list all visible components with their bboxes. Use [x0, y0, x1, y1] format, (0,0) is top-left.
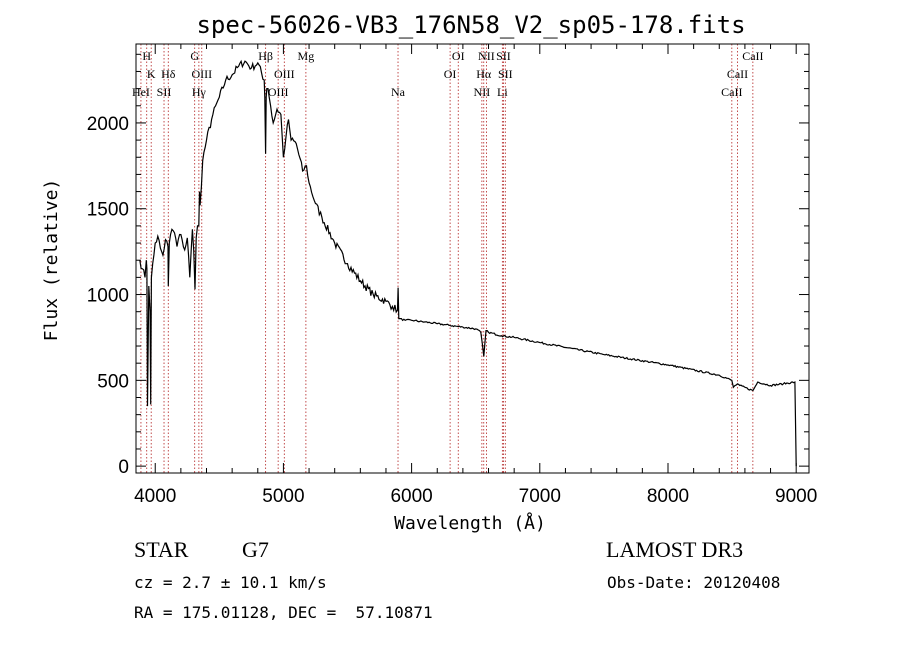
plot-frame [135, 43, 810, 474]
spectral-line-label-2: HeI [132, 85, 150, 99]
spectral-line-label-6: OIII [191, 67, 212, 81]
axis-ticks [136, 44, 809, 473]
x-tick-label-4000: 4000 [134, 486, 176, 507]
y-tick-label-500: 500 [97, 371, 129, 392]
spectral-line-label-23: CaII [742, 49, 763, 63]
ra-dec-coordinates: RA = 175.01128, DEC = 57.10871 [134, 603, 433, 622]
x-tick-label-5000: 5000 [262, 486, 304, 507]
spectral-line-label-3: SII [157, 85, 172, 99]
spectral-line-label-0: H [142, 49, 151, 63]
x-axis-label: Wavelength (Å) [394, 512, 546, 534]
object-subclass: G7 [242, 537, 269, 562]
spectral-line-label-17: NII [478, 49, 495, 63]
spectral-line-label-11: Mg [298, 49, 315, 63]
x-tick-label-8000: 8000 [647, 486, 689, 507]
spectral-line-label-9: OIII [268, 85, 289, 99]
spectral-line-label-22: CaII [727, 67, 748, 81]
spectral-line-label-13: OI [444, 67, 457, 81]
spectral-line-label-7: Hγ [192, 85, 207, 99]
spectral-line-label-1: K [147, 67, 156, 81]
y-tick-label-2000: 2000 [87, 114, 129, 135]
spectral-line-label-14: OI [452, 49, 465, 63]
object-class: STAR [134, 537, 189, 562]
spectral-line-label-5: G [190, 49, 199, 63]
y-tick-label-1500: 1500 [87, 200, 129, 221]
spectral-line-label-15: NII [474, 85, 491, 99]
spectral-line-label-16: Hα [476, 67, 492, 81]
spectral-line-label-20: SII [498, 67, 513, 81]
x-tick-label-6000: 6000 [390, 486, 432, 507]
spectral-line-label-10: OIII [274, 67, 295, 81]
survey-name: LAMOST DR3 [606, 537, 744, 562]
y-tick-label-0: 0 [118, 457, 129, 478]
redshift-cz: cz = 2.7 ± 10.1 km/s [134, 573, 327, 592]
x-tick-label-9000: 9000 [775, 486, 817, 507]
spectral-line-label-12: Na [391, 85, 406, 99]
observation-date: Obs-Date: 20120408 [607, 573, 781, 592]
spectrum-series-line [139, 59, 797, 467]
spectral-line-label-8: Hβ [258, 49, 273, 63]
spectral-line-label-4: Hδ [161, 67, 176, 81]
axis-tick-labels: 4000 5000 6000 7000 8000 9000 0 500 1000 1500 2000 [87, 114, 818, 507]
spectral-line-label-21: CaII [721, 85, 742, 99]
spectral-lines-layer [140, 44, 754, 473]
y-axis-label: Flux (relative) [41, 179, 62, 342]
chart-title: spec-56026-VB3_176N58_V2_sp05-178.fits [196, 11, 745, 39]
x-tick-label-7000: 7000 [519, 486, 561, 507]
y-tick-label-1000: 1000 [87, 286, 129, 307]
spectral-line-label-18: Li [497, 85, 508, 99]
spectral-line-label-19: SII [496, 49, 511, 63]
